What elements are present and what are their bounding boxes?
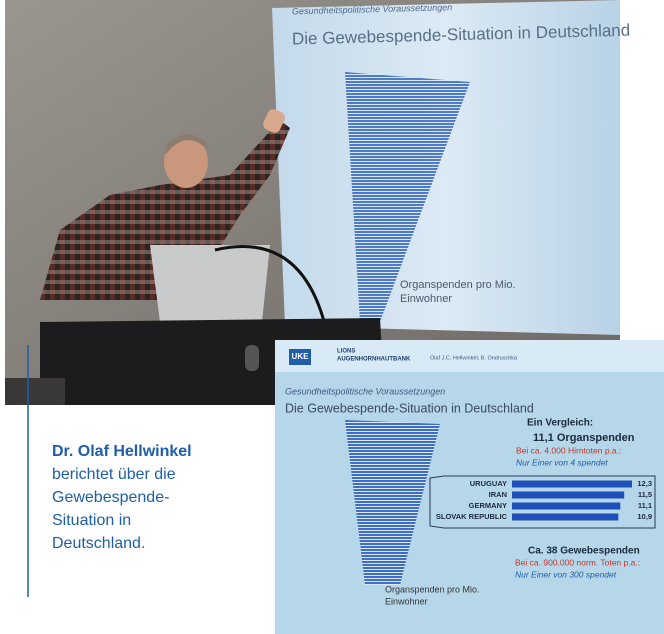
slide-chart-label: Organspenden pro Mio.	[385, 584, 480, 594]
slide-photo: UKE LIONS AUGENHORNHAUTBANK Olaf J.C. He…	[275, 340, 664, 634]
country-value: 11,5	[638, 490, 652, 499]
slide-chart-label: Einwohner	[400, 293, 452, 305]
country-name: SLOVAK REPUBLIC	[436, 512, 508, 521]
tissue-heading: Ca. 38 Gewebespenden	[528, 546, 640, 557]
laptop	[150, 245, 270, 322]
slide-section: Gesundheitspolitische Voraussetzungen	[292, 2, 452, 16]
authors: Olaf J.C. Hellwinkel, B. Ondruschka	[430, 355, 518, 361]
podium-light	[245, 345, 259, 371]
caption-line: Situation in	[52, 512, 131, 529]
logo-box	[289, 349, 311, 365]
tissue-note: Bei ca. 900.000 norm. Toten p.a.:	[515, 557, 640, 567]
organ-ratio: Nur Einer von 4 spendet	[516, 457, 608, 467]
caption-line: Gewebespende-	[52, 489, 169, 506]
country-bar	[512, 513, 619, 521]
slide-section: Gesundheitspolitische Voraussetzungen	[285, 386, 445, 396]
organ-note: Bei ca. 4.000 Hirntoten p.a.:	[516, 445, 621, 455]
tissue-ratio: Nur Einer von 300 spendet	[515, 569, 617, 579]
slide-header	[275, 340, 664, 372]
caption-body: berichtet über die Gewebespende- Situation…	[52, 466, 176, 552]
caption-line: berichtet über die	[52, 466, 176, 483]
org: LIONS	[337, 349, 355, 355]
organ-heading: 11,1 Organspenden	[533, 432, 635, 444]
speaker-body	[40, 120, 290, 300]
country-bar	[512, 480, 632, 488]
microphone	[214, 245, 327, 326]
speaker-hair	[165, 134, 208, 155]
country-name: GERMANY	[469, 501, 507, 510]
country-bar	[512, 491, 625, 499]
compare-heading: Ein Vergleich:	[527, 418, 593, 429]
country-value: 11,1	[638, 501, 652, 510]
slide-chart-label: Einwohner	[385, 596, 428, 606]
country-name: IRAN	[489, 490, 507, 499]
slide-title: Die Gewebespende-Situation in Deutschlan…	[285, 401, 534, 415]
caption-name: Dr. Olaf Hellwinkel	[52, 443, 192, 460]
speaker-hand	[263, 109, 285, 133]
country-name: URUGUAY	[470, 479, 507, 488]
slide-chart-label: Organspenden pro Mio.	[400, 279, 516, 291]
org: AUGENHORNHAUTBANK	[337, 357, 411, 363]
speaker-head	[164, 136, 208, 188]
table	[5, 378, 65, 405]
caption-line: Deutschland.	[52, 535, 145, 552]
country-bar	[512, 502, 621, 510]
slide-chart	[345, 72, 470, 322]
logo: UKE	[292, 352, 310, 361]
compare-box	[429, 475, 656, 529]
country-value: 10,9	[637, 512, 652, 521]
country-value: 12,3	[637, 479, 652, 488]
slide-chart	[345, 420, 440, 585]
